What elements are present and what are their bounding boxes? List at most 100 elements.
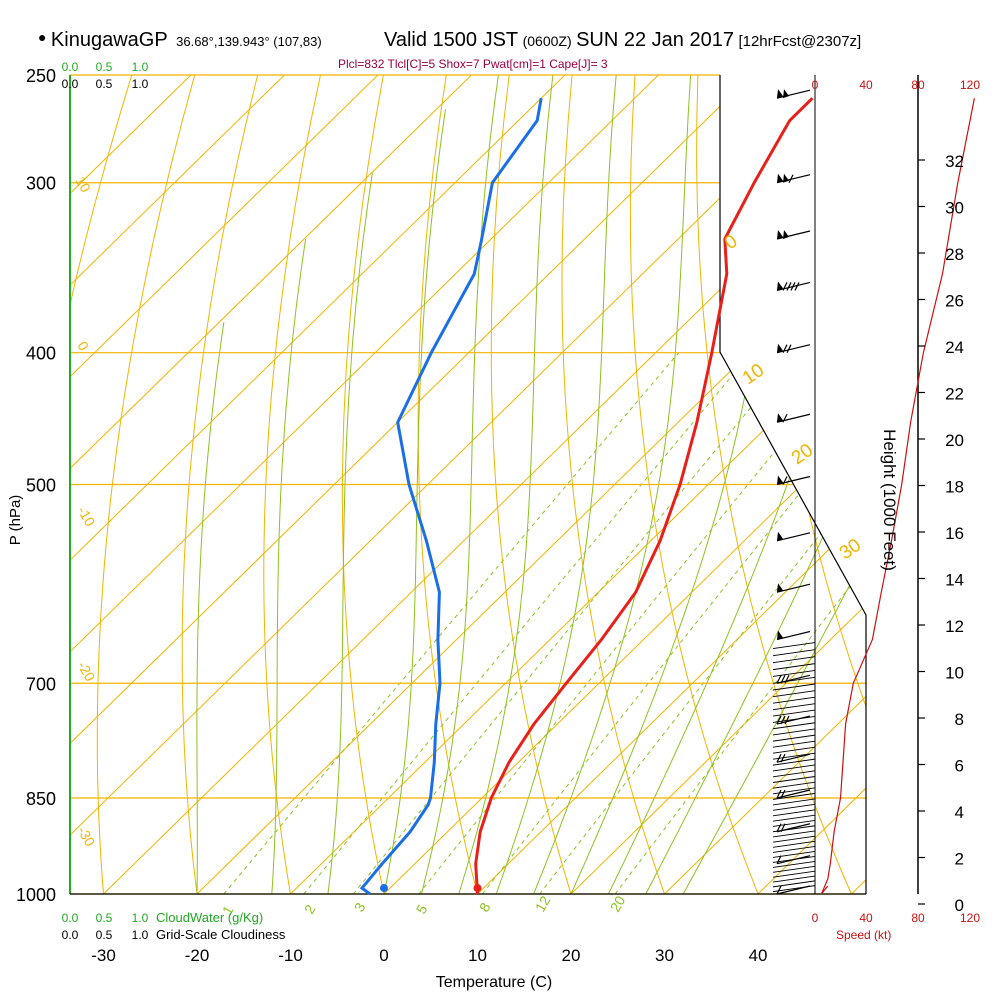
wind-barb-staff — [772, 798, 816, 806]
wind-barb-staff — [772, 870, 816, 878]
dry-adiabat-label: 30 — [836, 535, 865, 564]
wind-barb-staff — [776, 413, 811, 423]
cloud-water-scale-top: 0.0 — [62, 60, 79, 74]
height-tick-label: 20 — [945, 431, 964, 450]
wind-barb-staff — [772, 814, 816, 822]
mixing-ratio-line — [481, 352, 866, 894]
height-tick-label: 16 — [945, 524, 964, 543]
axis-labels: 2503004005007008501000100-10-20-30010203… — [7, 60, 980, 991]
speed-scale-label-bottom: 120 — [960, 911, 980, 925]
wind-barb-feather — [776, 789, 782, 799]
wind-barb-staff — [772, 856, 816, 863]
wind-barb-staff — [772, 746, 816, 754]
dry-adiabat-line — [823, 75, 866, 894]
wind-barb-staff — [776, 174, 811, 184]
cloud-water-scale-bottom: 0.0 — [62, 911, 79, 925]
wind-barb-staff — [772, 764, 816, 772]
wind-barb-pennant — [777, 89, 783, 99]
cloudiness-scale-bottom: 0.0 — [62, 928, 79, 942]
wind-barb-staff — [776, 475, 811, 486]
isotherm-label: -20 — [74, 659, 98, 685]
temperature-tick-label: 0 — [379, 946, 388, 965]
wind-barb — [776, 281, 811, 292]
pressure-gridlines — [69, 74, 867, 895]
mixing-ratio-label: 12 — [532, 893, 554, 915]
dry-adiabat-line — [263, 75, 321, 894]
dry-adiabat-line — [561, 75, 676, 894]
dry-adiabat-label: 0 — [721, 231, 742, 254]
mixing-ratio-label: 3 — [351, 900, 369, 915]
isotherm-line — [70, 75, 472, 894]
wind-barb-staff — [772, 781, 816, 789]
isotherm-line — [70, 75, 379, 894]
wind-panel — [772, 75, 975, 905]
wind-barb-staff — [772, 703, 816, 711]
speed-scale-label-top: 0 — [812, 78, 819, 92]
wind-barb — [776, 715, 811, 725]
height-tick-label: 24 — [945, 338, 964, 357]
dry-adiabat-line — [341, 75, 391, 894]
header: ● KinugawaGP 36.68°,139.943° (107,83) — [38, 29, 322, 52]
height-tick-label: 4 — [955, 803, 964, 822]
dry-adiabat-line — [417, 75, 486, 894]
wind-barb-staff — [772, 670, 816, 677]
wind-barb-feather — [776, 675, 782, 684]
cloud-water-scale-bottom: 0.5 — [96, 911, 113, 925]
moist-adiabat-line — [645, 75, 866, 894]
wind-barb-staff — [772, 770, 816, 778]
moist-adiabat-line — [327, 172, 373, 894]
height-tick-label: 0 — [955, 896, 964, 915]
isotherm-label: 10 — [72, 174, 94, 196]
dry-adiabat-line — [96, 75, 196, 894]
dry-adiabat-line — [490, 75, 581, 894]
wind-barb-staff — [772, 787, 816, 795]
wind-barb-feather — [780, 789, 786, 799]
height-tick-label: 12 — [945, 617, 964, 636]
height-tick-label: 30 — [945, 199, 964, 218]
wind-barb-staff — [776, 789, 811, 799]
valid-time: Valid 1500 JST (0600Z) SUN 22 Jan 2017 [… — [384, 29, 861, 52]
isotherm-label: 0 — [74, 339, 92, 354]
wind-barb-staff — [772, 820, 816, 827]
wind-barb-staff — [772, 752, 816, 760]
wind-barb-staff — [772, 758, 816, 766]
height-tick-label: 26 — [945, 292, 964, 311]
dewpoint-profile — [359, 97, 543, 896]
wind-barb-feather — [776, 715, 782, 725]
height-tick-label: 18 — [945, 478, 964, 497]
temperature-profile — [474, 97, 814, 895]
cloudiness-scale-bottom: 1.0 — [132, 928, 149, 942]
wind-barb-pennant — [777, 583, 783, 593]
moist-adiabat-line — [682, 75, 866, 894]
wind-barb-pennant — [777, 230, 783, 240]
wind-barb — [776, 413, 811, 423]
plot-right-boundary — [719, 75, 867, 894]
mixing-ratio-label: 20 — [607, 893, 629, 915]
wind-barb-staff — [772, 676, 816, 684]
wind-barb-staff — [772, 825, 816, 833]
height-tick-label: 6 — [955, 757, 964, 776]
wind-barb-feather — [786, 344, 792, 353]
mixing-ratio-line — [418, 352, 856, 894]
height-tick-label: 32 — [945, 152, 964, 171]
pressure-tick-label: 400 — [26, 344, 56, 364]
wind-barb-pennant — [777, 630, 783, 640]
isotherm-line — [851, 75, 866, 894]
wind-barb-staff — [772, 792, 816, 800]
surface-temperature-dot — [473, 884, 482, 893]
height-tick-label: 14 — [945, 571, 964, 590]
wind-barb-staff — [772, 776, 816, 783]
wind-barb-staff — [772, 740, 816, 748]
wind-barb-pennant — [783, 173, 789, 183]
wind-barb-staff — [772, 860, 816, 868]
height-tick-label: 8 — [955, 710, 964, 729]
y-axis-title: P (hPa) — [7, 495, 24, 546]
wind-barb — [776, 230, 811, 240]
wind-barb-pennant — [777, 413, 783, 423]
wind-barb — [776, 173, 811, 184]
height-tick-label: 2 — [955, 850, 964, 869]
wind-barb-staff — [772, 875, 816, 883]
height-tick-label: 28 — [945, 245, 964, 264]
wind-barb-feather — [782, 282, 788, 291]
mixing-ratio-label: 2 — [301, 902, 319, 917]
